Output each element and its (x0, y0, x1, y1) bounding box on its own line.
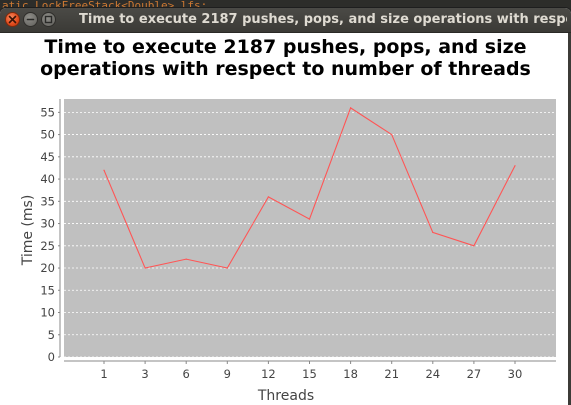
x-axis-label: Threads (257, 388, 314, 404)
close-button[interactable] (5, 12, 20, 27)
x-tick-label: 9 (224, 367, 231, 381)
y-tick-label: 50 (40, 128, 55, 142)
x-tick-label: 18 (343, 367, 358, 381)
chart-title: Time to execute 2187 pushes, pops, and s… (0, 36, 571, 80)
line-chart: 0 5 10 15 20 25 30 35 40 45 50 55 1 3 6 9 12 15 18 21 24 27 30… (20, 99, 556, 404)
data-point (267, 196, 269, 198)
data-point (144, 267, 146, 269)
data-point (226, 267, 228, 269)
y-tick-label: 30 (40, 217, 55, 231)
x-tick-label: 6 (183, 367, 190, 381)
y-tick-label: 45 (40, 150, 55, 164)
data-point (103, 169, 105, 171)
data-point (473, 245, 475, 247)
y-tick-label: 35 (40, 194, 55, 208)
x-tick-label: 27 (467, 367, 482, 381)
window-titlebar[interactable]: Time to execute 2187 pushes, pops, and s… (0, 8, 571, 33)
y-tick-label: 20 (40, 261, 55, 275)
chart-title-line-1: Time to execute 2187 pushes, pops, and s… (44, 36, 527, 58)
x-tick-label: 3 (141, 367, 148, 381)
chart-window: Time to execute 2187 pushes, pops, and s… (0, 8, 571, 405)
x-tick-label: 30 (508, 367, 523, 381)
y-tick-label: 25 (40, 239, 55, 253)
minimize-button[interactable] (23, 12, 38, 27)
x-tick-label: 15 (302, 367, 317, 381)
maximize-button[interactable] (41, 12, 56, 27)
window-title: Time to execute 2187 pushes, pops, and s… (79, 12, 567, 27)
x-tick-label: 12 (261, 367, 276, 381)
x-tick-label: 21 (384, 367, 399, 381)
y-tick-label: 55 (40, 105, 55, 119)
y-tick-label: 5 (48, 328, 55, 342)
window-right-edge (568, 33, 571, 405)
data-point (514, 165, 516, 167)
background-code-line: atic LockFreeStack<Double> lfs; (2, 0, 208, 12)
data-point (350, 107, 352, 109)
y-tick-label: 15 (40, 283, 55, 297)
data-point (391, 133, 393, 136)
x-tick-label: 1 (100, 367, 107, 381)
close-icon (8, 15, 17, 24)
minimize-icon (26, 18, 35, 21)
y-tick-label: 0 (48, 350, 55, 364)
y-axis-label: Time (ms) (20, 195, 36, 267)
x-tick-label: 24 (425, 367, 440, 381)
data-point (308, 218, 311, 220)
y-tick-label: 10 (40, 306, 55, 320)
plot-background (64, 99, 556, 357)
data-point (185, 258, 187, 260)
y-tick-label: 40 (40, 172, 55, 186)
maximize-icon (44, 15, 53, 24)
chart-panel: Time to execute 2187 pushes, pops, and s… (0, 33, 571, 405)
data-point (432, 231, 434, 234)
chart-title-line-2: operations with respect to number of thr… (40, 58, 531, 80)
